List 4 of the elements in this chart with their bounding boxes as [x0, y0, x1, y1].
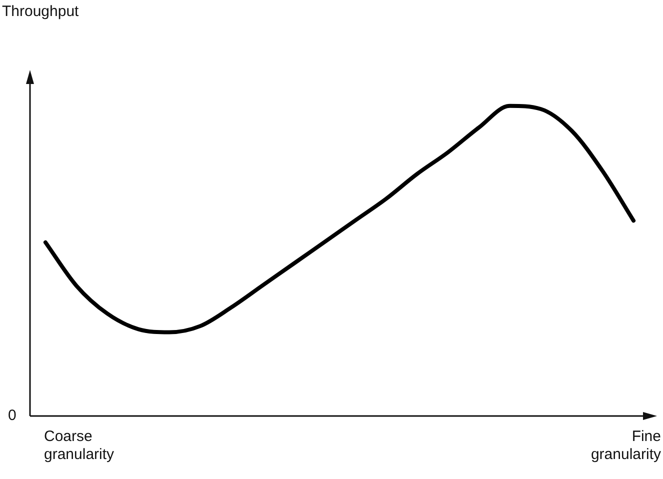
text: Throughput	[2, 3, 79, 21]
text: Fine granularity	[590, 428, 661, 464]
text: Coarse granularity	[44, 428, 116, 464]
text: 0	[8, 407, 16, 425]
